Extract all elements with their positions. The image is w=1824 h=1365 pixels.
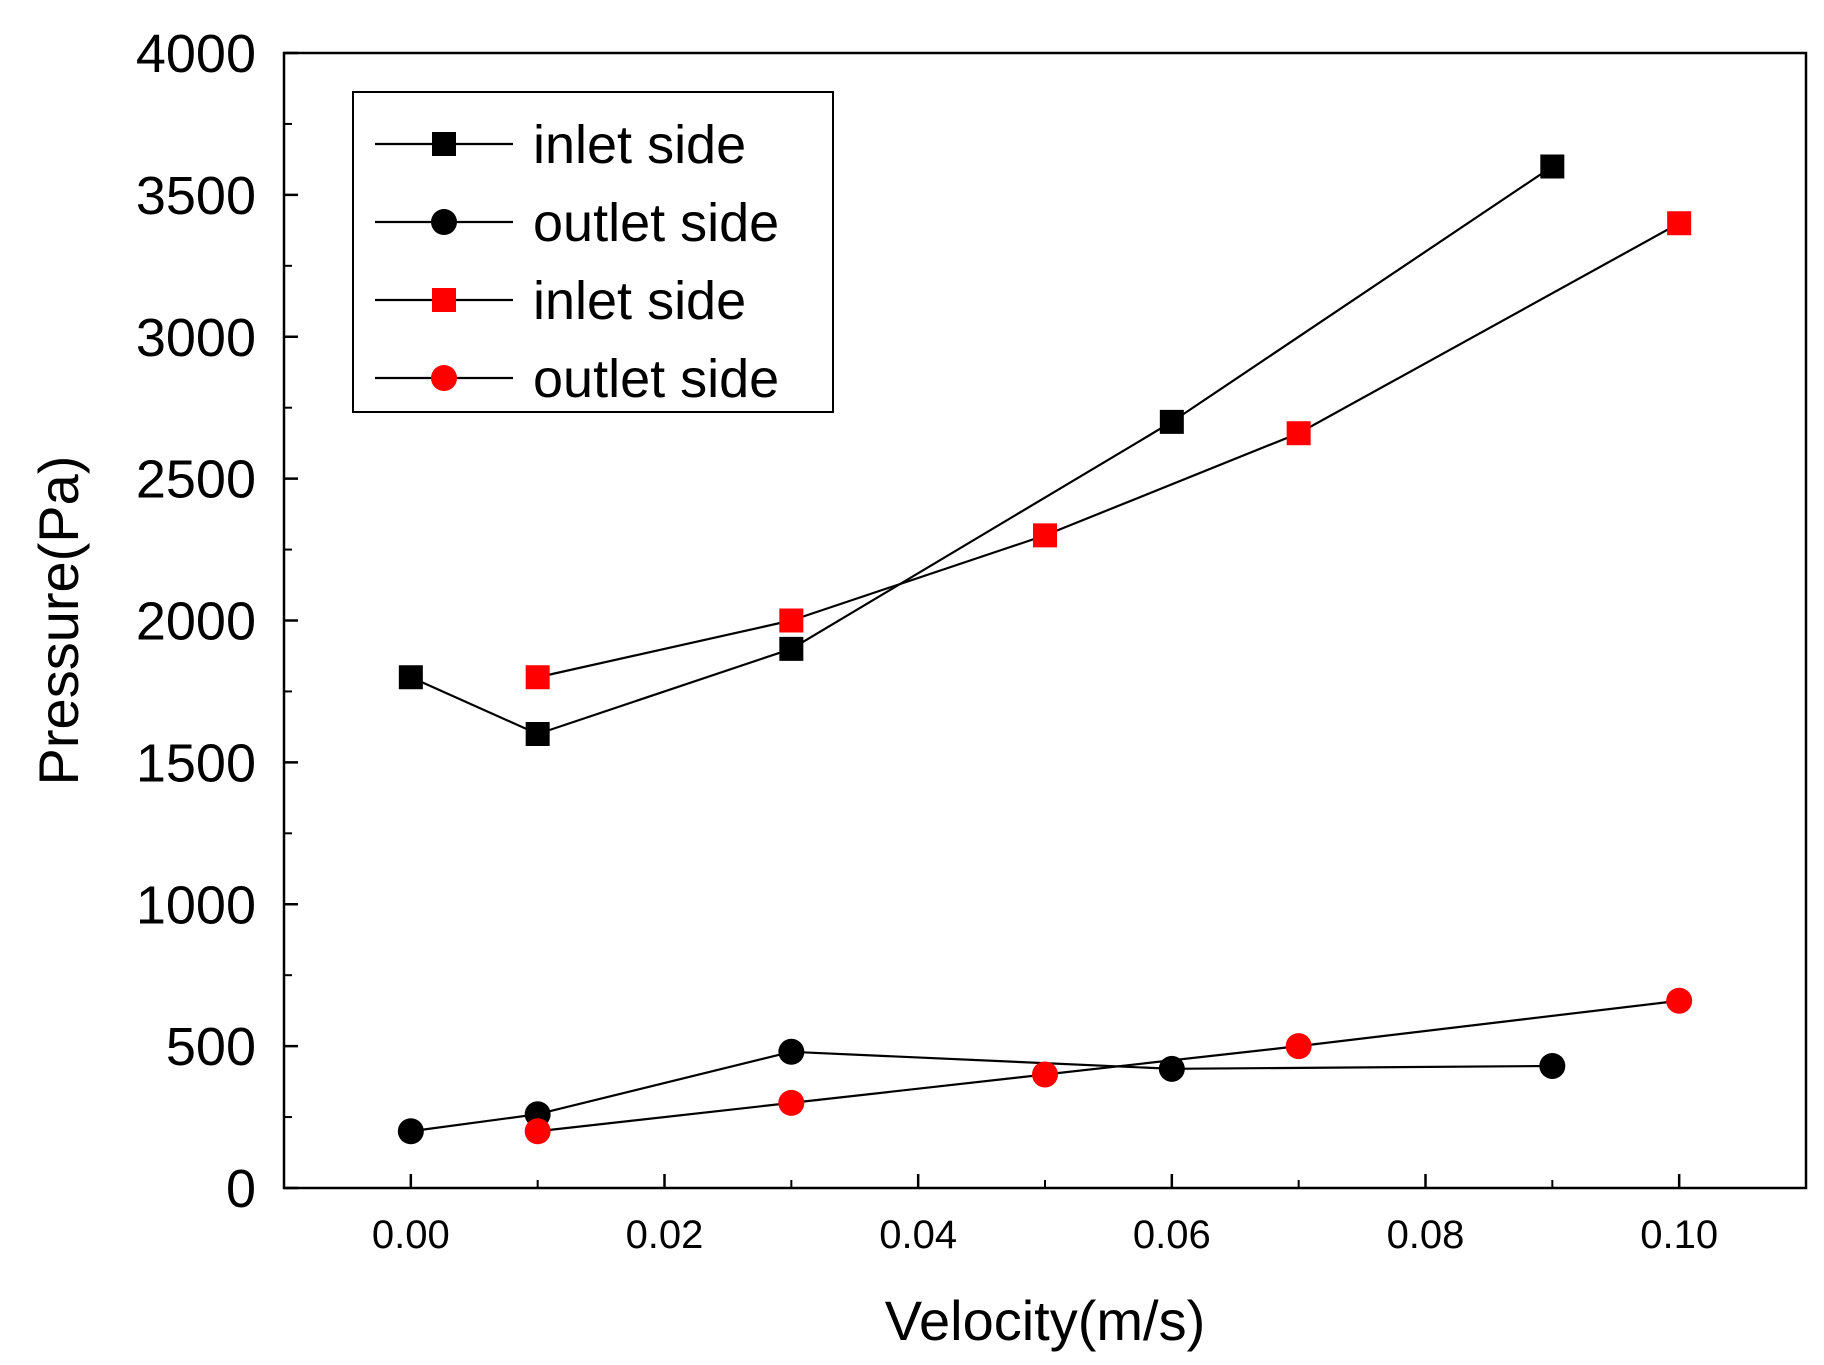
data-point xyxy=(1539,1052,1566,1079)
axes: 0 500 1000 1500 2000 2500 3000 3500 4000 0.00 0.02… xyxy=(136,24,1808,1257)
y-tick-label: 4000 xyxy=(136,24,256,84)
x-tick-label: 0.10 xyxy=(1640,1213,1718,1257)
x-tick-label: 0.02 xyxy=(626,1213,704,1257)
legend-marker xyxy=(431,209,457,235)
data-point xyxy=(1159,409,1184,434)
y-tick-label: 2500 xyxy=(136,450,256,510)
series-line xyxy=(410,1050,1553,1133)
x-tick-label: 0.08 xyxy=(1387,1213,1465,1257)
legend-label: outlet side xyxy=(533,193,779,253)
x-axis-title: Velocity(m/s) xyxy=(885,1289,1206,1352)
y-tick-label: 3000 xyxy=(136,308,256,368)
legend-label: inlet side xyxy=(533,271,746,331)
data-point xyxy=(779,636,804,661)
series-2-inlet-side-red xyxy=(525,211,1692,690)
legend-label: inlet side xyxy=(533,115,746,175)
data-point xyxy=(525,665,550,690)
x-tick-label: 0.00 xyxy=(372,1213,450,1257)
data-point xyxy=(1666,987,1693,1014)
data-point xyxy=(1286,421,1311,446)
series-0-inlet-side-black xyxy=(398,154,1565,746)
y-tick-label: 500 xyxy=(166,1017,256,1077)
legend-label: outlet side xyxy=(533,349,779,409)
data-point xyxy=(778,1089,805,1116)
legend-marker xyxy=(432,288,456,312)
data-point xyxy=(525,722,550,746)
data-point xyxy=(1033,523,1057,548)
data-point xyxy=(1540,154,1565,179)
plot-series xyxy=(397,154,1693,1145)
y-tick-label: 1500 xyxy=(136,733,256,793)
y-axis-title: Pressure(Pa) xyxy=(27,456,90,786)
data-point xyxy=(1158,1055,1185,1082)
data-point xyxy=(779,608,804,633)
legend-entry: outlet side xyxy=(375,193,779,253)
series-1-outlet-side-black xyxy=(397,1038,1566,1145)
x-tick-label: 0.04 xyxy=(879,1213,957,1257)
data-point xyxy=(1285,1033,1312,1060)
legend-entry: inlet side xyxy=(375,115,746,175)
legend-entry: inlet side xyxy=(375,271,746,331)
legend-marker xyxy=(432,132,456,156)
y-tick-label: 1000 xyxy=(136,875,256,935)
y-tick-label: 2000 xyxy=(136,592,256,652)
x-tick-label: 0.06 xyxy=(1133,1213,1211,1257)
data-point xyxy=(398,665,423,690)
series-3-outlet-side-red xyxy=(524,987,1693,1145)
data-point xyxy=(397,1118,424,1145)
data-point xyxy=(1667,211,1692,236)
legend: inlet side outlet side inlet side outlet si… xyxy=(352,91,834,413)
y-tick-label: 3500 xyxy=(136,166,256,226)
y-tick-label: 0 xyxy=(226,1159,256,1219)
data-point xyxy=(1032,1061,1058,1088)
legend-entry: outlet side xyxy=(375,349,779,409)
data-point xyxy=(778,1038,805,1065)
legend-marker xyxy=(431,365,457,391)
data-point xyxy=(524,1118,551,1145)
